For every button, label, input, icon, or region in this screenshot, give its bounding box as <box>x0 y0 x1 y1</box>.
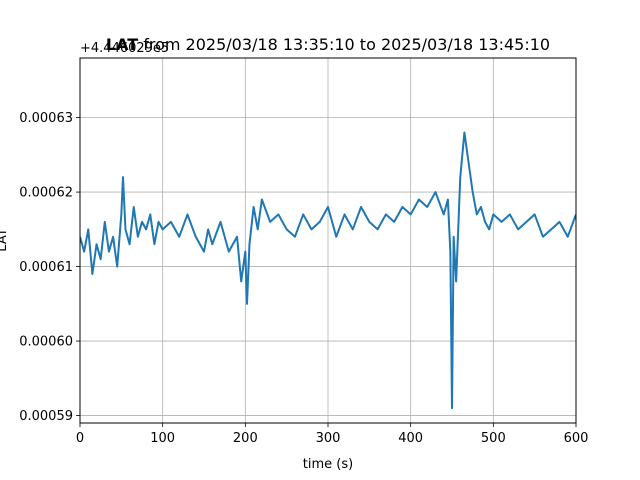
y-tick-label: 0.00061 <box>19 260 73 275</box>
x-tick-label: 0 <box>76 431 84 446</box>
x-tick-label: 400 <box>398 431 423 446</box>
x-tick-label: 500 <box>481 431 506 446</box>
y-tick-label: 0.00062 <box>19 186 73 201</box>
y-tick-label: 0.00059 <box>19 409 73 424</box>
chart-title: LAT from 2025/03/18 13:35:10 to 2025/03/… <box>106 35 550 54</box>
y-axis: 0.00059 0.00060 0.00061 0.00062 0.00063 <box>19 111 80 424</box>
x-tick-label: 100 <box>150 431 175 446</box>
x-tick-label: 200 <box>233 431 258 446</box>
y-tick-label: 0.00060 <box>19 335 73 350</box>
x-tick-label: 600 <box>564 431 589 446</box>
x-axis: 0 100 200 300 400 500 600 <box>76 423 589 446</box>
x-tick-label: 300 <box>316 431 341 446</box>
chart-title-bold: LAT <box>106 35 138 54</box>
y-offset-label: +4.446029e5 <box>80 41 169 56</box>
grid <box>79 58 577 423</box>
series-line-group <box>80 131 576 410</box>
x-axis-label: time (s) <box>303 457 353 472</box>
y-tick-label: 0.00063 <box>19 111 73 126</box>
chart-title-rest: from 2025/03/18 13:35:10 to 2025/03/18 1… <box>138 35 550 54</box>
y-axis-label: LAT <box>0 228 10 251</box>
series-line <box>80 131 576 410</box>
